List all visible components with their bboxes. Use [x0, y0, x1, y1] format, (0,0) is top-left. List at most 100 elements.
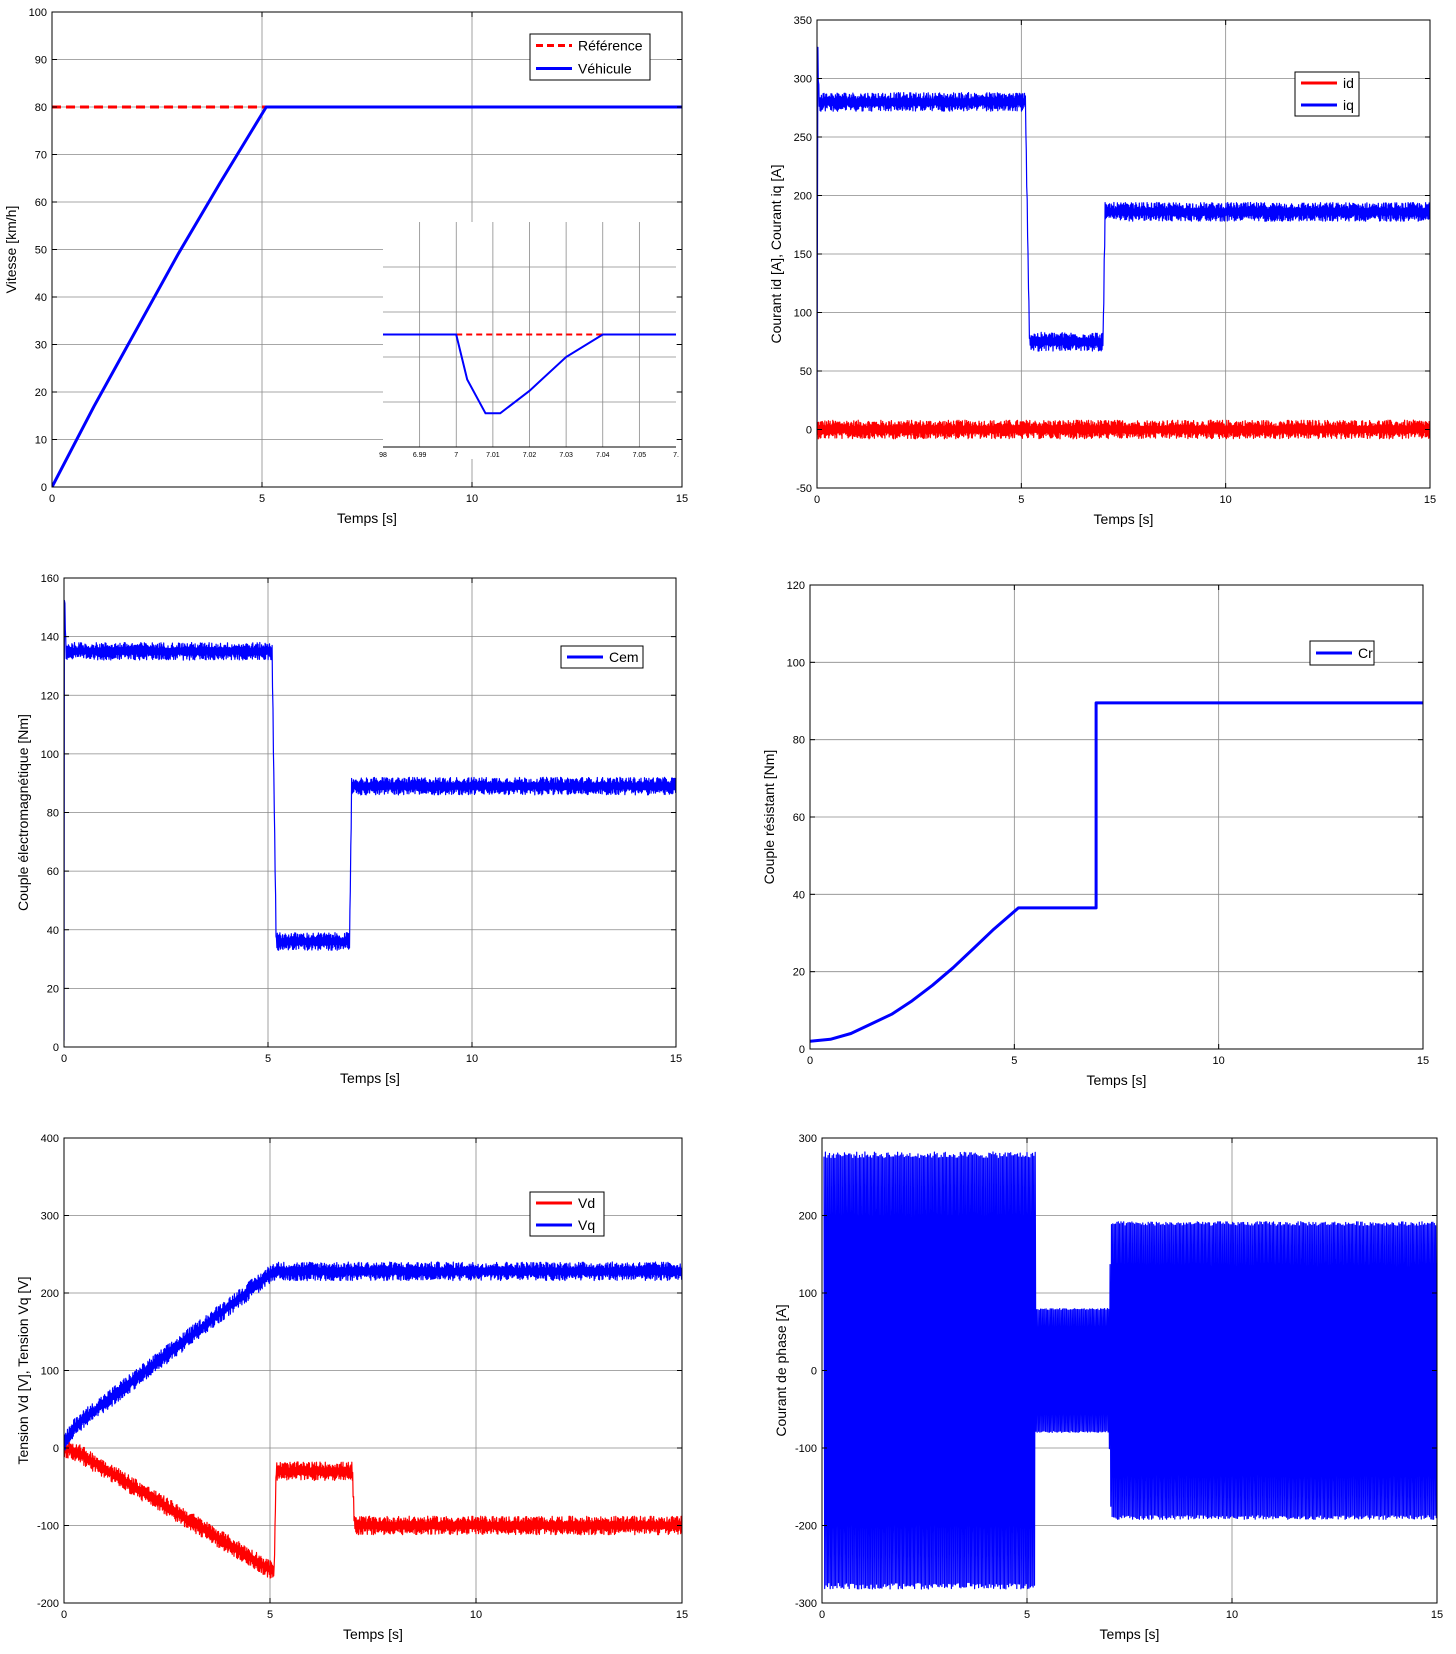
x-tick-label: 10: [1226, 1609, 1238, 1621]
legend: Vd Vq: [529, 1191, 605, 1237]
y-tick-label: -200: [795, 1521, 817, 1533]
x-tick-label: 5: [265, 1053, 271, 1065]
inset-x-tick-label: 6.99: [413, 452, 427, 459]
series-line-v-hicule: [52, 105, 682, 487]
x-axis-label: Temps [s]: [1087, 1072, 1147, 1088]
legend-label: Vq: [578, 1217, 595, 1233]
x-tick-label: 0: [807, 1055, 813, 1067]
legend: Cem: [560, 645, 644, 669]
inset-x-tick-label: 7: [454, 452, 458, 459]
chart-6: 0 5 10 15 -300 -200 -100 0 100 200 300 Temps [s] Cou…: [773, 1133, 1443, 1642]
x-axis-label: Temps [s]: [1094, 511, 1154, 527]
y-tick-label: 400: [41, 1133, 59, 1145]
legend: id iq: [1294, 71, 1360, 117]
x-tick-label: 10: [1220, 494, 1232, 506]
series-group: [817, 46, 1430, 440]
x-tick-label: 0: [819, 1609, 825, 1621]
y-tick-label: 300: [799, 1133, 817, 1145]
y-tick-label: 80: [793, 735, 805, 747]
x-tick-label: 15: [1424, 494, 1436, 506]
x-tick-label: 0: [814, 494, 820, 506]
legend-label: Référence: [578, 38, 643, 54]
series-line-id: [817, 419, 1430, 440]
y-tick-label: 100: [787, 657, 805, 669]
inset-x-tick-label: 7.03: [559, 452, 573, 459]
y-tick-label: 200: [41, 1288, 59, 1300]
y-tick-label: 150: [794, 249, 812, 261]
y-axis-label: Couple électromagnétique [Nm]: [15, 714, 31, 911]
x-tick-label: 10: [466, 493, 478, 505]
y-tick-label: 20: [793, 967, 805, 979]
x-tick-label: 10: [466, 1053, 478, 1065]
series-line-vq: [64, 1261, 682, 1451]
y-tick-label: 0: [806, 425, 812, 437]
y-tick-label: 40: [35, 292, 47, 304]
y-tick-label: -300: [795, 1598, 817, 1610]
y-tick-label: 100: [799, 1288, 817, 1300]
x-tick-label: 5: [1018, 494, 1024, 506]
x-axis-label: Temps [s]: [340, 1070, 400, 1086]
y-tick-label: 140: [41, 632, 59, 644]
inset-x-tick-label: 7.02: [523, 452, 537, 459]
y-axis-label: Courant de phase [A]: [773, 1304, 789, 1436]
x-axis-label: Temps [s]: [1100, 1626, 1160, 1642]
y-tick-label: 100: [41, 749, 59, 761]
legend-box: [1294, 71, 1360, 117]
y-tick-label: 0: [53, 1443, 59, 1455]
y-tick-label: 80: [35, 102, 47, 114]
x-tick-label: 5: [267, 1609, 273, 1621]
x-tick-label: 0: [61, 1053, 67, 1065]
y-tick-label: 120: [41, 690, 59, 702]
chart-1: 0 5 10 15 0 10 20 30 40 50 60 70 80 90 100 Temps [s] Vit…: [3, 7, 688, 526]
y-tick-label: 0: [799, 1044, 805, 1056]
x-tick-label: 10: [1213, 1055, 1225, 1067]
series-group: [823, 1151, 1437, 1590]
y-tick-label: 60: [793, 812, 805, 824]
inset-x-tick-label: 7.05: [633, 452, 647, 459]
y-tick-label: 350: [794, 15, 812, 27]
legend: Cr: [1309, 640, 1375, 666]
legend-box: [529, 1191, 605, 1237]
series-line-1: [823, 1151, 1437, 1590]
y-tick-label: 20: [47, 983, 59, 995]
series-group: [810, 701, 1423, 1043]
y-tick-label: 120: [787, 580, 805, 592]
legend-label: iq: [1343, 97, 1354, 113]
series-line-cr: [810, 701, 1423, 1043]
y-tick-label: 50: [800, 366, 812, 378]
inset-x-tick-label: 98: [379, 452, 387, 459]
series-group: [52, 105, 682, 487]
y-tick-label: 40: [47, 925, 59, 937]
y-axis-label: Couple résistant [Nm]: [761, 750, 777, 885]
inset-x-tick-label: 7.01: [486, 452, 500, 459]
inset-x-tick-label: 7.04: [596, 452, 610, 459]
y-tick-label: 100: [794, 308, 812, 320]
x-tick-label: 5: [1024, 1609, 1030, 1621]
x-tick-label: 15: [676, 493, 688, 505]
y-tick-label: 200: [799, 1211, 817, 1223]
y-axis-label: Courant id [A], Courant iq [A]: [768, 165, 784, 344]
x-tick-label: 5: [259, 493, 265, 505]
x-tick-label: 5: [1011, 1055, 1017, 1067]
chart-3: 0 5 10 15 0 20 40 60 80 100 120 140 160 Temps [s] Coup…: [15, 573, 682, 1086]
series-group: [64, 599, 676, 1041]
y-tick-label: 0: [41, 482, 47, 494]
chart-4: 0 5 10 15 0 20 40 60 80 100 120 Temps [s] Couple rés…: [761, 580, 1429, 1088]
legend-label: Cr: [1358, 645, 1373, 661]
series-line-vd: [64, 1441, 682, 1579]
x-tick-label: 0: [61, 1609, 67, 1621]
x-tick-label: 15: [670, 1053, 682, 1065]
legend-label: Cem: [609, 649, 639, 665]
y-tick-label: 0: [53, 1042, 59, 1054]
inset-series-line: [383, 333, 676, 415]
inset-chart: 98 6.99 7 7.01 7.02 7.03 7.04 7.05 7.: [379, 222, 679, 459]
y-tick-label: 200: [794, 191, 812, 203]
y-tick-label: 160: [41, 573, 59, 585]
y-tick-label: 40: [793, 889, 805, 901]
y-tick-label: 80: [47, 808, 59, 820]
series-group: [64, 1261, 682, 1579]
y-tick-label: 70: [35, 150, 47, 162]
series-line-cem: [64, 599, 676, 1041]
